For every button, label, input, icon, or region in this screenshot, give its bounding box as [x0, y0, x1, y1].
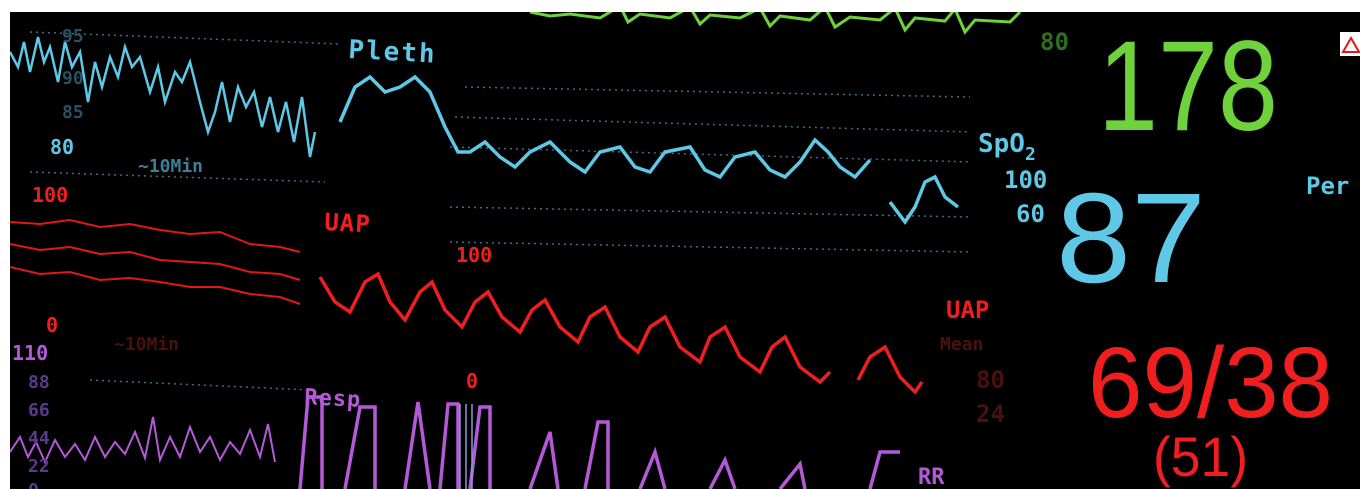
uap-trend-scale-bottom: 0 [46, 313, 58, 337]
ecg-waveform [529, 12, 1022, 35]
alarm-icon [1340, 32, 1360, 56]
spo2-value: 87 [1056, 167, 1206, 310]
uap-scale-high: 80 [976, 366, 1005, 394]
uap-trend-lines [10, 218, 301, 305]
uap-trend-scale-top: 100 [32, 183, 68, 207]
grid-lines [29, 31, 971, 391]
resp-marker-lines [459, 404, 473, 489]
spo2-scale-high: 100 [1004, 166, 1047, 194]
rr-label: RR [918, 465, 945, 489]
pleth-waveform-segment [888, 174, 960, 226]
monitor-display: 95 90 85 80 ~10Min 100 0 ~10Min 110 88 6… [10, 12, 1360, 489]
resp-waveform [298, 395, 900, 489]
uap-numeric-label: UAP [946, 296, 989, 324]
resp-trend-scale-3: 66 [28, 400, 50, 421]
heart-rate-value: 178 [1098, 15, 1278, 158]
spo2-trend-scale-mid2: 85 [62, 102, 84, 123]
pleth-label: Pleth [348, 35, 438, 70]
spo2-trend-scale-bottom: 80 [50, 135, 74, 159]
pleth-waveform [338, 74, 872, 180]
resp-trend-scale-1: 110 [12, 341, 48, 365]
resp-label: Resp [304, 385, 362, 413]
uap-scale-low: 24 [976, 400, 1005, 428]
patient-monitor-screen: 95 90 85 80 ~10Min 100 0 ~10Min 110 88 6… [10, 12, 1360, 489]
resp-trend-scale-6: 0 [28, 480, 39, 489]
resp-trend-scale-5: 22 [28, 456, 50, 477]
spo2-trend-scale-mid1: 90 [62, 68, 84, 89]
resp-trend-scale-2: 88 [28, 372, 50, 393]
spo2-trend-time-label: ~10Min [138, 156, 203, 177]
uap-waveform [318, 271, 832, 385]
spo2-scale-low: 60 [1016, 200, 1045, 228]
spo2-label: SpO2 [978, 129, 1036, 165]
uap-trend-time-label: ~10Min [114, 334, 179, 355]
uap-waveform-segment [856, 344, 924, 395]
blood-pressure-value: 69/38 [1088, 327, 1333, 439]
uap-wave-label: UAP [324, 208, 372, 238]
mean-pressure-value: (51) [1153, 425, 1248, 488]
resp-trend-line [10, 416, 276, 465]
spo2-trend-line [10, 36, 317, 158]
uap-wave-scale-top: 100 [456, 243, 492, 267]
perfusion-label: Per [1306, 172, 1349, 200]
resp-zero-label: 0 [466, 369, 478, 393]
hr-scale-label: 80 [1040, 28, 1069, 56]
resp-trend-scale-4: 44 [28, 428, 50, 449]
spo2-trend-scale-top: 95 [62, 26, 84, 47]
uap-mean-label: Mean [940, 334, 983, 355]
